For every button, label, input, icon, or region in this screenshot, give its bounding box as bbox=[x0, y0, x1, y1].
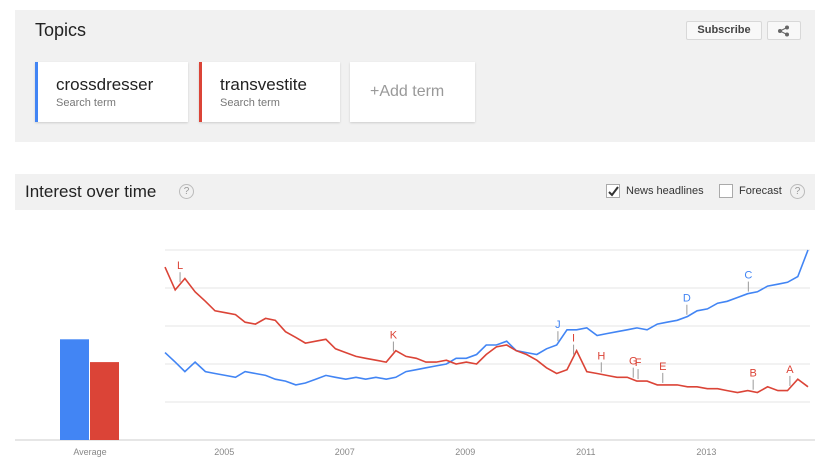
help-icon[interactable]: ? bbox=[790, 184, 805, 199]
checkbox[interactable] bbox=[606, 184, 620, 198]
annotation-label: C bbox=[744, 270, 752, 282]
interest-title: Interest over time bbox=[25, 182, 157, 201]
add-term-card[interactable]: +Add term bbox=[350, 62, 475, 122]
annotation-label: E bbox=[659, 361, 666, 373]
annotation-label: D bbox=[683, 293, 691, 305]
term-kind: Search term bbox=[56, 97, 116, 109]
subscribe-button[interactable]: Subscribe bbox=[686, 21, 762, 40]
annotation-label: H bbox=[597, 350, 605, 362]
term-card[interactable]: transvestite Search term bbox=[199, 62, 340, 122]
x-tick-label: 2011 bbox=[576, 447, 595, 457]
annotation-label: I bbox=[572, 333, 575, 345]
topics-title: Topics bbox=[35, 20, 87, 40]
interest-header bbox=[15, 174, 815, 210]
annotation-label: L bbox=[177, 260, 183, 272]
share-button[interactable] bbox=[767, 21, 801, 40]
annotation-label: K bbox=[390, 330, 398, 342]
annotation-label: G bbox=[629, 356, 638, 368]
x-tick-label: 2013 bbox=[696, 447, 716, 457]
checkbox-label: News headlines bbox=[626, 185, 704, 197]
term-name: transvestite bbox=[220, 75, 307, 94]
term-card[interactable]: crossdresser Search term bbox=[35, 62, 188, 122]
annotation-label: J bbox=[555, 319, 561, 331]
annotation-label: B bbox=[749, 368, 756, 380]
annotation-label: F bbox=[635, 357, 642, 369]
series-line bbox=[164, 266, 809, 394]
add-term: +Add term bbox=[370, 83, 445, 100]
share-icon bbox=[778, 25, 789, 37]
x-tick-label: 2005 bbox=[214, 447, 234, 457]
series-line bbox=[164, 249, 809, 386]
term-name: crossdresser bbox=[56, 75, 154, 94]
check-mark bbox=[608, 186, 619, 197]
help-icon[interactable]: ? bbox=[179, 184, 194, 199]
checkbox[interactable] bbox=[719, 184, 733, 198]
bar bbox=[90, 362, 119, 440]
bar bbox=[60, 339, 89, 440]
term-kind: Search term bbox=[220, 97, 280, 109]
x-tick-label: Average bbox=[73, 447, 106, 457]
x-tick-label: 2009 bbox=[455, 447, 475, 457]
checkbox-label: Forecast bbox=[739, 185, 782, 197]
x-tick-label: 2007 bbox=[335, 447, 355, 457]
annotation-label: A bbox=[786, 364, 794, 376]
